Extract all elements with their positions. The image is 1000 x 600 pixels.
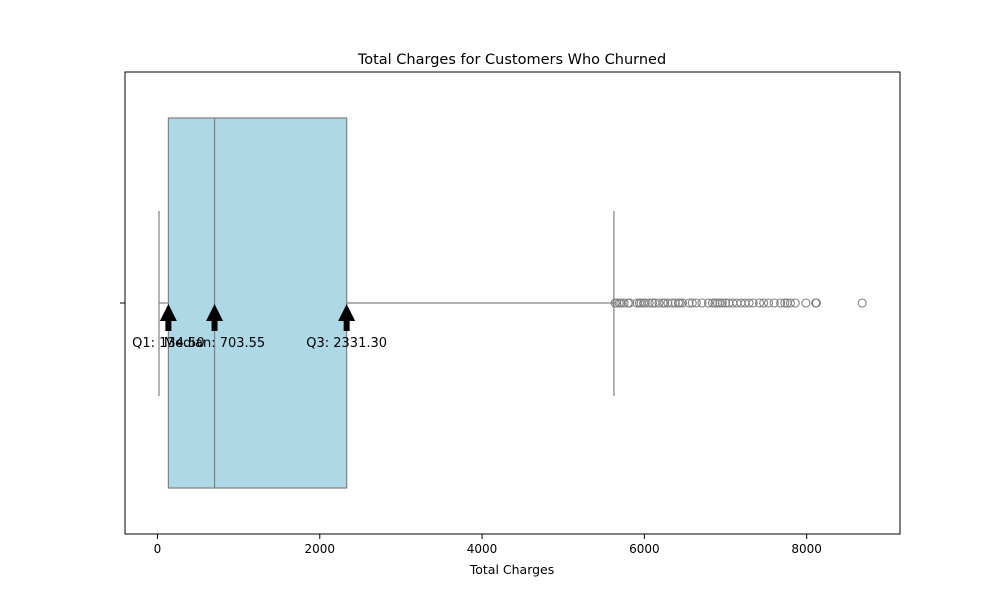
- annotation-label: Q3: 2331.30: [306, 336, 387, 351]
- x-axis: 0 2000 4000 6000 8000: [154, 534, 822, 556]
- annotation-arrow: [338, 304, 356, 331]
- annotation-arrow: [206, 304, 224, 331]
- outlier-point: [684, 298, 694, 308]
- outlier-point: [625, 298, 635, 308]
- outlier-point: [612, 298, 622, 308]
- outlier-point: [660, 298, 670, 308]
- x-tick-label: 0: [154, 542, 162, 556]
- outlier-point: [857, 298, 867, 308]
- outlier-point: [675, 298, 685, 308]
- annotation-arrow: [159, 304, 177, 331]
- chart-title: Total Charges for Customers Who Churned: [357, 52, 666, 68]
- outlier-point: [691, 298, 701, 308]
- outlier-point: [744, 298, 754, 308]
- outlier-point: [654, 298, 664, 308]
- outlier-point: [715, 298, 725, 308]
- outlier-point: [644, 298, 654, 308]
- outlier-point: [748, 298, 758, 308]
- outlier-point: [687, 298, 697, 308]
- chart-marks: [158, 117, 867, 489]
- outlier-point: [755, 298, 765, 308]
- x-tick-label: 4000: [467, 542, 498, 556]
- outlier-point: [703, 298, 714, 308]
- x-tick-label: 2000: [304, 542, 335, 556]
- iqr-box: [167, 117, 348, 489]
- outlier-point: [790, 298, 800, 308]
- x-tick-label: 6000: [629, 542, 660, 556]
- outlier-point: [769, 298, 779, 308]
- outlier-point: [640, 298, 650, 308]
- outlier-point: [780, 298, 790, 308]
- outlier-point: [677, 298, 688, 308]
- outlier-point: [811, 298, 821, 308]
- outlier-point: [801, 298, 811, 308]
- outlier-point: [663, 298, 673, 308]
- annotation-label: Median: 703.55: [164, 336, 265, 351]
- x-tick-label: 8000: [791, 542, 822, 556]
- x-axis-label: Total Charges: [469, 562, 555, 577]
- outlier-point: [670, 298, 680, 308]
- outlier-point: [717, 298, 727, 308]
- outlier-point: [619, 298, 629, 308]
- outlier-point: [785, 298, 795, 308]
- outlier-point: [759, 298, 769, 308]
- outlier-point: [647, 298, 658, 308]
- outlier-point: [720, 298, 731, 308]
- outlier-point: [697, 298, 707, 308]
- outlier-point: [763, 298, 774, 308]
- outlier-point: [776, 298, 786, 308]
- outlier-point: [616, 298, 626, 308]
- annotation-label: Q1: 134.50: [132, 336, 205, 351]
- outlier-point: [707, 298, 718, 308]
- outlier-point: [710, 298, 720, 308]
